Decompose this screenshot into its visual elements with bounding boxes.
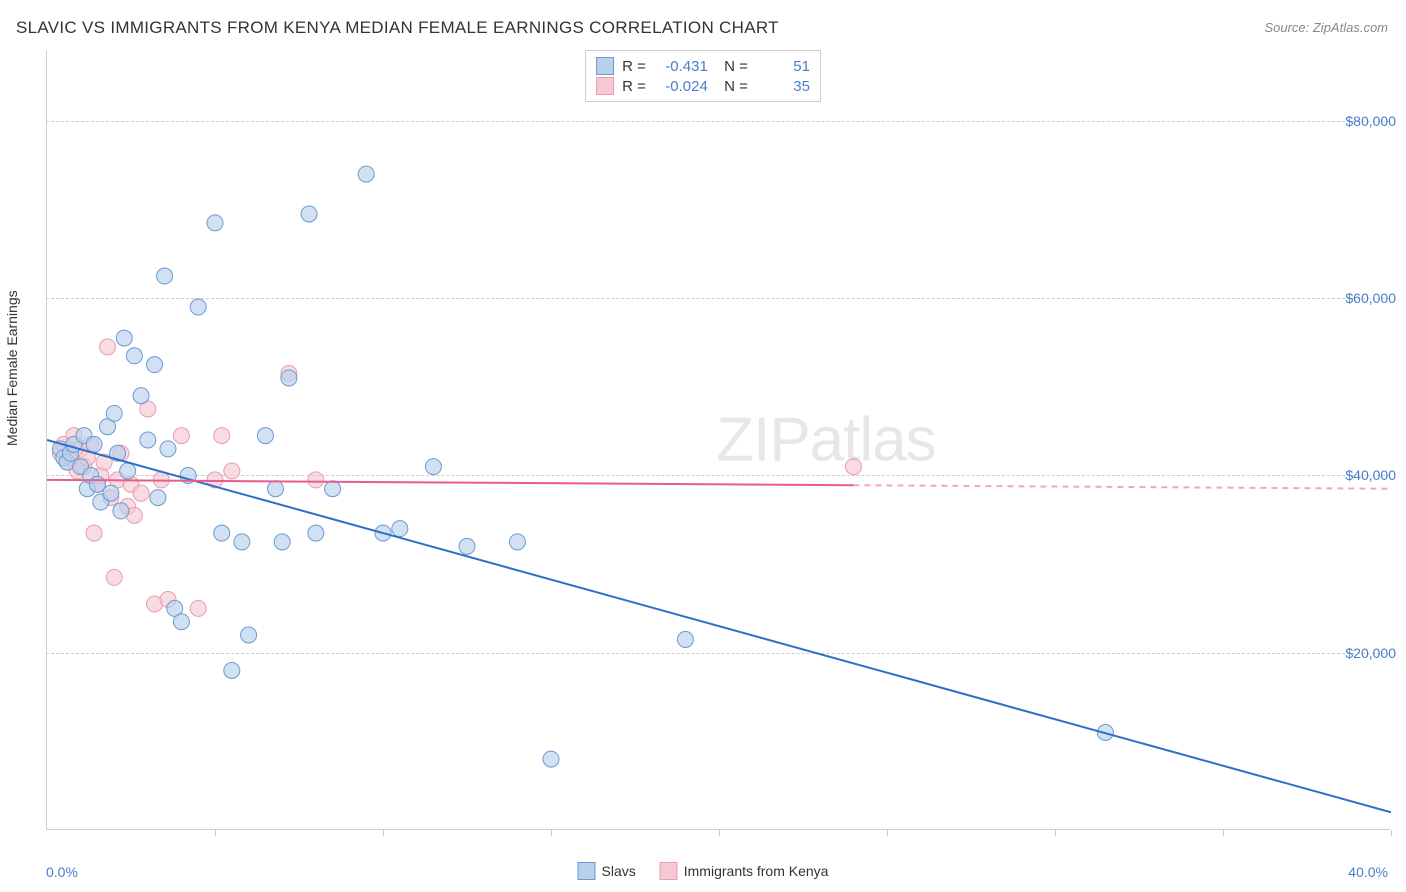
source-attribution: Source: ZipAtlas.com xyxy=(1264,20,1388,35)
data-point xyxy=(325,481,341,497)
data-point xyxy=(241,627,257,643)
data-point xyxy=(301,206,317,222)
stats-box: R = -0.431 N = 51 R = -0.024 N = 35 xyxy=(585,50,821,102)
x-tick xyxy=(551,830,552,836)
legend-label-series1: Slavs xyxy=(602,863,636,879)
data-point xyxy=(190,600,206,616)
data-point xyxy=(214,525,230,541)
stats-swatch-series2 xyxy=(596,77,614,95)
data-point xyxy=(147,357,163,373)
x-tick xyxy=(1223,830,1224,836)
data-point xyxy=(116,330,132,346)
data-point xyxy=(173,428,189,444)
x-tick xyxy=(1391,830,1392,836)
data-point xyxy=(214,428,230,444)
data-point xyxy=(106,569,122,585)
data-point xyxy=(509,534,525,550)
data-point xyxy=(207,215,223,231)
data-point xyxy=(140,432,156,448)
data-point xyxy=(120,463,136,479)
data-point xyxy=(845,459,861,475)
stats-r-label: R = xyxy=(622,58,646,75)
data-point xyxy=(281,370,297,386)
data-point xyxy=(274,534,290,550)
stats-n-value-1: 51 xyxy=(756,58,810,75)
x-tick xyxy=(1055,830,1056,836)
data-point xyxy=(126,348,142,364)
legend-item-series2: Immigrants from Kenya xyxy=(660,862,829,880)
legend-swatch-series1 xyxy=(578,862,596,880)
data-point xyxy=(113,503,129,519)
data-point xyxy=(106,405,122,421)
data-point xyxy=(224,662,240,678)
data-point xyxy=(224,463,240,479)
legend-swatch-series2 xyxy=(660,862,678,880)
stats-r-value-2: -0.024 xyxy=(654,78,708,95)
x-tick xyxy=(383,830,384,836)
stats-row-series1: R = -0.431 N = 51 xyxy=(596,57,810,75)
plot-area: ZIPatlas xyxy=(46,50,1390,830)
data-point xyxy=(358,166,374,182)
trendline-dashed xyxy=(853,485,1391,489)
data-point xyxy=(267,481,283,497)
data-point xyxy=(133,485,149,501)
data-point xyxy=(234,534,250,550)
data-point xyxy=(677,631,693,647)
x-tick xyxy=(887,830,888,836)
data-point xyxy=(173,614,189,630)
stats-n-label: N = xyxy=(716,58,748,75)
stats-swatch-series1 xyxy=(596,57,614,75)
chart-title: SLAVIC VS IMMIGRANTS FROM KENYA MEDIAN F… xyxy=(16,18,779,38)
y-axis-label: Median Female Earnings xyxy=(4,290,20,446)
data-point xyxy=(425,459,441,475)
legend-item-series1: Slavs xyxy=(578,862,636,880)
trendline-solid xyxy=(47,440,1391,812)
x-tick xyxy=(215,830,216,836)
legend: Slavs Immigrants from Kenya xyxy=(578,862,829,880)
data-point xyxy=(160,441,176,457)
data-point xyxy=(99,339,115,355)
stats-r-label: R = xyxy=(622,78,646,95)
correlation-chart: SLAVIC VS IMMIGRANTS FROM KENYA MEDIAN F… xyxy=(0,0,1406,892)
x-axis-max-label: 40.0% xyxy=(1348,864,1388,880)
legend-label-series2: Immigrants from Kenya xyxy=(684,863,829,879)
data-point xyxy=(86,436,102,452)
data-point xyxy=(308,472,324,488)
data-point xyxy=(543,751,559,767)
data-point xyxy=(150,490,166,506)
stats-r-value-1: -0.431 xyxy=(654,58,708,75)
x-axis-min-label: 0.0% xyxy=(46,864,78,880)
data-point xyxy=(133,388,149,404)
stats-row-series2: R = -0.024 N = 35 xyxy=(596,77,810,95)
data-point xyxy=(86,525,102,541)
data-point xyxy=(103,485,119,501)
x-tick xyxy=(719,830,720,836)
data-point xyxy=(190,299,206,315)
stats-n-label: N = xyxy=(716,78,748,95)
data-point xyxy=(308,525,324,541)
data-point xyxy=(157,268,173,284)
plot-svg xyxy=(47,50,1391,830)
data-point xyxy=(459,538,475,554)
stats-n-value-2: 35 xyxy=(756,78,810,95)
data-point xyxy=(257,428,273,444)
data-point xyxy=(392,521,408,537)
